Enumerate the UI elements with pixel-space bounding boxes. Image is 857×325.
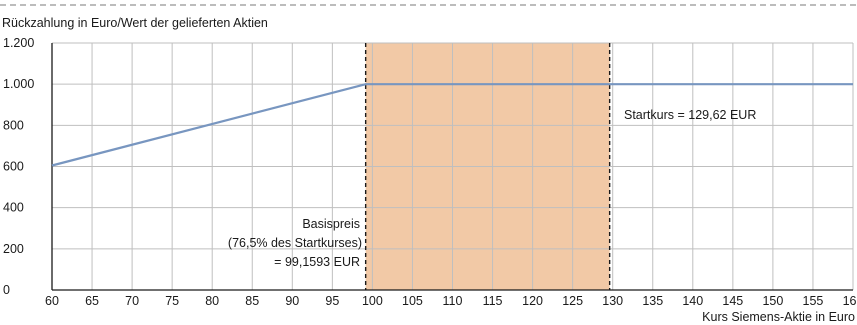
x-tick-label-145: 145 [722, 294, 743, 308]
x-tick-label-70: 70 [125, 294, 139, 308]
y-tick-label-800: 800 [3, 118, 24, 132]
x-tick-label-90: 90 [285, 294, 299, 308]
x-tick-label-160: 160 [843, 294, 857, 308]
y-tick-label-1200: 1.200 [3, 36, 34, 50]
x-tick-label-135: 135 [642, 294, 663, 308]
x-tick-label-65: 65 [85, 294, 99, 308]
chart-title: Rückzahlung in Euro/Wert der gelieferten… [2, 16, 268, 30]
x-tick-label-125: 125 [562, 294, 583, 308]
x-tick-label-75: 75 [165, 294, 179, 308]
series-line-1 [51, 83, 853, 167]
y-tick-label-600: 600 [3, 160, 24, 174]
x-tick-label-115: 115 [483, 294, 503, 308]
x-tick-label-110: 110 [443, 294, 463, 308]
x-tick-label-85: 85 [245, 294, 259, 308]
x-tick-label-140: 140 [682, 294, 703, 308]
y-tick-label-1000: 1.000 [3, 77, 34, 91]
annotation-basispreis-line2: (76,5% des Startkurses) [228, 236, 362, 250]
x-tick-label-100: 100 [362, 294, 383, 308]
annotation-basispreis-line1: Basispreis [302, 217, 360, 231]
x-tick-label-80: 80 [205, 294, 219, 308]
x-tick-label-105: 105 [402, 294, 423, 308]
y-tick-label-200: 200 [3, 242, 24, 256]
annotation-basispreis-line3: = 99,1593 EUR [274, 255, 360, 269]
y-tick-label-0: 0 [3, 283, 10, 297]
x-tick-label-60: 60 [45, 294, 59, 308]
x-tick-label-120: 120 [522, 294, 543, 308]
x-tick-label-155: 155 [803, 294, 824, 308]
y-tick-label-400: 400 [3, 201, 24, 215]
x-tick-label-150: 150 [762, 294, 783, 308]
x-tick-label-130: 130 [602, 294, 623, 308]
x-tick-label-95: 95 [325, 294, 339, 308]
x-axis-label: Kurs Siemens-Aktie in Euro [702, 310, 855, 324]
annotation-startkurs: Startkurs = 129,62 EUR [624, 108, 756, 122]
